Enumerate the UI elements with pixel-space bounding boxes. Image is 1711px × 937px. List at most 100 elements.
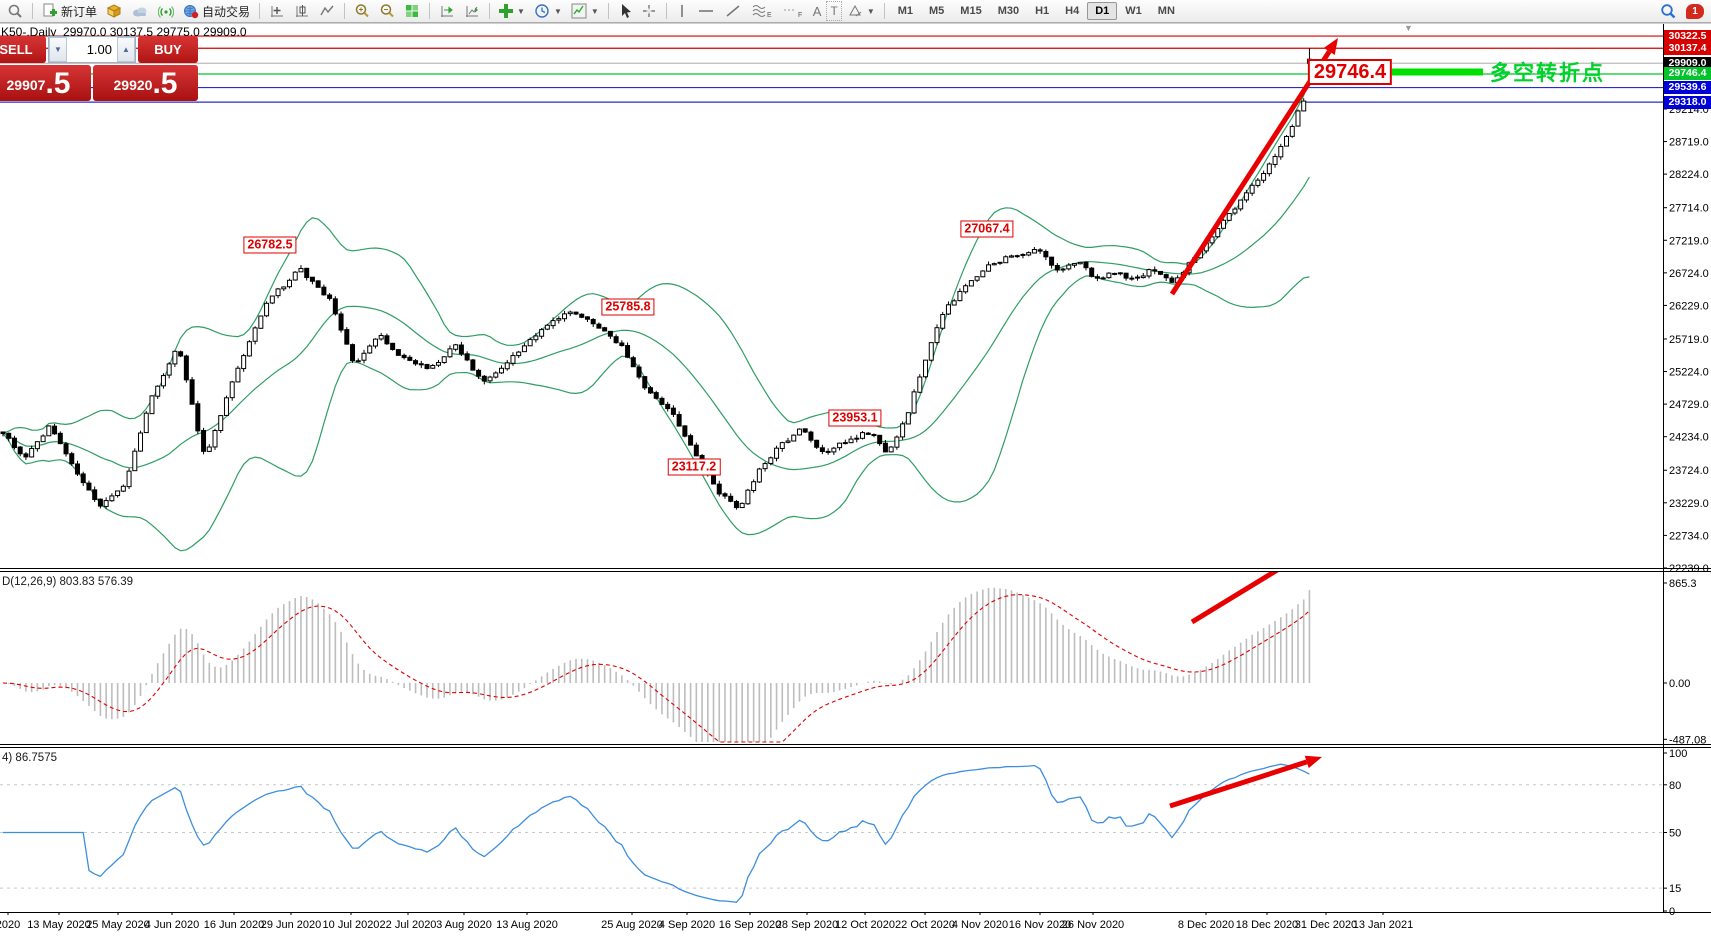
svg-text:23724.0: 23724.0 xyxy=(1669,465,1709,477)
zoom-in-icon[interactable] xyxy=(350,1,374,21)
timeframe-m15-button[interactable]: M15 xyxy=(960,5,982,17)
svg-text:12 Oct 2020: 12 Oct 2020 xyxy=(835,919,895,931)
crosshair-tool-icon[interactable] xyxy=(637,1,661,21)
auto-trading-label: 自动交易 xyxy=(202,4,251,19)
svg-text:16 Nov 2020: 16 Nov 2020 xyxy=(1009,919,1071,931)
clock-icon xyxy=(534,3,550,19)
svg-text:25 Aug 2020: 25 Aug 2020 xyxy=(601,919,663,931)
chart-autoscroll-icon[interactable] xyxy=(460,1,484,21)
ask-main: 29920 xyxy=(113,77,153,93)
price-badge-29539.6: 29539.6 xyxy=(1664,81,1711,95)
vertical-line-tool-icon[interactable] xyxy=(672,1,692,21)
svg-text:25 May 2020: 25 May 2020 xyxy=(86,919,150,931)
timeframe-d1-button[interactable]: D1 xyxy=(1087,2,1118,20)
svg-text:13 Jan 2021: 13 Jan 2021 xyxy=(1353,919,1414,931)
volume-value[interactable]: 1.00 xyxy=(86,42,112,57)
tile-windows-icon[interactable] xyxy=(400,1,424,21)
svg-text:E: E xyxy=(767,12,772,19)
notification-badge: 1 xyxy=(1686,3,1704,19)
horizontal-line-tool-icon[interactable] xyxy=(693,1,719,21)
notifications-button[interactable]: 1 xyxy=(1682,1,1708,21)
period-button[interactable]: ▼ xyxy=(530,1,566,21)
text-label-tool-button[interactable]: T xyxy=(826,1,842,21)
search-icon[interactable] xyxy=(1656,1,1681,21)
svg-text:10 Jul 2020: 10 Jul 2020 xyxy=(323,919,380,931)
zigzag-icon[interactable] xyxy=(315,1,339,21)
bid-price[interactable]: 29907.5 xyxy=(0,65,91,101)
chart-type-button[interactable]: ▼ xyxy=(567,1,603,21)
bid-main: 29907 xyxy=(6,77,46,93)
data-window-icon[interactable] xyxy=(290,1,314,21)
sell-button[interactable]: SELL xyxy=(0,36,46,63)
svg-text:22239.0: 22239.0 xyxy=(1669,563,1709,575)
cursor-tool-icon[interactable] xyxy=(614,1,636,21)
svg-text:865.3: 865.3 xyxy=(1669,578,1697,590)
cursor-crosshair-chart-icon[interactable] xyxy=(265,1,289,21)
volume-stepper[interactable]: ▼ 1.00 ▲ xyxy=(48,36,136,63)
collapse-panel-icon[interactable]: ▼ xyxy=(1404,23,1413,33)
fibonacci-tool-icon[interactable]: E xyxy=(747,1,777,21)
svg-text:24234.0: 24234.0 xyxy=(1669,432,1709,444)
toolbar-separator xyxy=(883,3,885,19)
svg-text:100: 100 xyxy=(1669,748,1687,760)
volume-increase-button[interactable]: ▲ xyxy=(117,37,135,62)
main-toolbar: 新订单 自动交易 ▼ ▼ ▼ xyxy=(0,0,1711,23)
chevron-down-icon: ▼ xyxy=(590,6,599,16)
price-badge-30322.5: 30322.5 xyxy=(1664,29,1711,43)
new-order-button[interactable]: 新订单 xyxy=(38,1,101,21)
price-badge-30137.4: 30137.4 xyxy=(1664,41,1711,55)
price-annotation-26782.5: 26782.5 xyxy=(243,236,297,254)
ask-price[interactable]: 29920.5 xyxy=(93,65,198,101)
shapes-tool-button[interactable]: ▼ xyxy=(843,1,879,21)
rsi-label: 4) 86.7575 xyxy=(2,752,57,764)
cloud-icon[interactable] xyxy=(127,1,153,21)
price-badge-29318.0: 29318.0 xyxy=(1664,95,1711,109)
breakout-level-label: 29746.4 xyxy=(1307,59,1393,85)
svg-text:22734.0: 22734.0 xyxy=(1669,530,1709,542)
timeframe-w1-button[interactable]: W1 xyxy=(1125,5,1142,17)
chart-window-icon[interactable] xyxy=(3,1,27,21)
timeframe-m1-button[interactable]: M1 xyxy=(897,5,914,17)
timeframe-m5-button[interactable]: M5 xyxy=(929,5,945,17)
text-tool-button[interactable]: A xyxy=(812,3,822,19)
svg-text:25719.0: 25719.0 xyxy=(1669,334,1709,346)
svg-text:26229.0: 26229.0 xyxy=(1669,300,1709,312)
price-badge-29746.4: 29746.4 xyxy=(1664,67,1711,81)
chart-window[interactable]: 29214.0 28719.0 28224.0 27714.0 27219.0 26724… xyxy=(0,23,1711,937)
svg-text:13 May 2020: 13 May 2020 xyxy=(27,919,91,931)
one-click-trading-panel: SELL ▼ 1.00 ▲ BUY 29907.5 29920.5 xyxy=(0,36,198,101)
svg-text:27219.0: 27219.0 xyxy=(1669,235,1709,247)
svg-text:0: 0 xyxy=(1669,906,1675,918)
svg-text:3 Aug 2020: 3 Aug 2020 xyxy=(436,919,492,931)
add-indicator-button[interactable]: ▼ xyxy=(495,1,529,21)
svg-text:0.00: 0.00 xyxy=(1669,678,1690,690)
svg-text:22 Jul 2020: 22 Jul 2020 xyxy=(380,919,437,931)
volume-decrease-button[interactable]: ▼ xyxy=(49,37,67,62)
globe-icon xyxy=(183,3,199,19)
zoom-out-icon[interactable] xyxy=(375,1,399,21)
svg-text:F: F xyxy=(798,12,802,19)
timeframe-h1-button[interactable]: H1 xyxy=(1035,5,1050,17)
svg-text:28 Sep 2020: 28 Sep 2020 xyxy=(776,919,838,931)
timeframe-h4-button[interactable]: H4 xyxy=(1065,5,1080,17)
market-watch-icon[interactable] xyxy=(102,1,126,21)
svg-text:31 Dec 2020: 31 Dec 2020 xyxy=(1295,919,1357,931)
chart-title: K50-,Daily 29970.0 30137.5 29775.0 29909… xyxy=(1,25,247,39)
signal-icon[interactable] xyxy=(154,1,178,21)
timeframe-mn-button[interactable]: MN xyxy=(1157,5,1175,17)
toolbar-separator xyxy=(259,3,261,19)
buy-button[interactable]: BUY xyxy=(138,36,198,63)
svg-text:16 Jun 2020: 16 Jun 2020 xyxy=(204,919,265,931)
ask-fraction: .5 xyxy=(152,67,178,100)
auto-trading-button[interactable]: 自动交易 xyxy=(179,1,254,21)
add-indicator-icon xyxy=(499,4,514,18)
trendline-tool-icon[interactable] xyxy=(720,1,746,21)
channel-tool-icon[interactable]: F xyxy=(778,1,808,21)
timeframe-m30-button[interactable]: M30 xyxy=(997,5,1020,17)
svg-text:4 Sep 2020: 4 Sep 2020 xyxy=(659,919,715,931)
turning-point-annotation: 多空转折点 xyxy=(1490,62,1605,85)
svg-text:15: 15 xyxy=(1669,883,1681,895)
svg-text:26 Nov 2020: 26 Nov 2020 xyxy=(1062,919,1124,931)
chart-shift-icon[interactable] xyxy=(435,1,459,21)
